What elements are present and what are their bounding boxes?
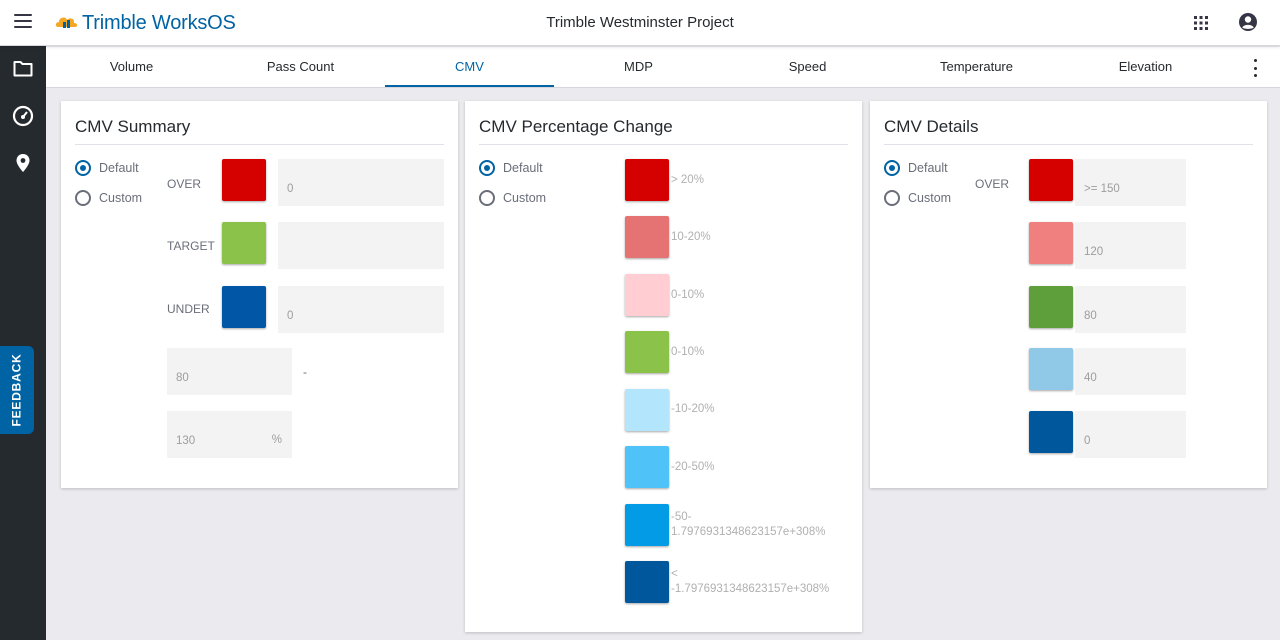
field-value: 0 [287,183,294,195]
detail-value-field[interactable]: 40 [1075,348,1186,395]
panel-title: CMV Details [884,117,979,136]
radio-label: Default [99,161,139,175]
divider [884,144,1253,145]
pct-range-label: -20-50% [671,461,715,473]
under-value-field[interactable]: 0 [278,286,444,333]
pct-color-swatch[interactable] [625,331,669,373]
pct-color-swatch[interactable] [625,274,669,316]
feedback-label: FEEDBACK [10,353,25,427]
radio-label: Custom [908,191,952,205]
radio-circle [75,160,91,176]
pct-color-swatch[interactable] [625,446,669,488]
summary-default-radio[interactable]: Default [75,159,139,177]
pct-color-swatch[interactable] [625,389,669,431]
summary-custom-radio[interactable]: Custom [75,189,142,207]
pct-range-label: -50- 1.7976931348623157e+308% [671,511,826,538]
tab-volume[interactable]: Volume [109,59,154,74]
more-options-icon[interactable] [1245,59,1265,77]
divider [75,144,444,145]
user-account-icon[interactable] [1238,12,1258,32]
radio-label: Default [503,161,543,175]
detail-color-swatch[interactable] [1029,286,1073,328]
feedback-button[interactable]: FEEDBACK [0,346,34,434]
over-value-field[interactable]: 0 [278,159,444,206]
field-value: 120 [1084,246,1104,258]
tab-elevation[interactable]: Elevation [1118,59,1173,74]
over-color-swatch[interactable] [222,159,266,201]
left-rail [0,46,46,640]
detail-color-swatch[interactable] [1029,222,1073,264]
detail-color-swatch[interactable] [1029,348,1073,390]
cmv-details-panel: CMV Details Default Custom OVER >= 150 1… [870,101,1267,488]
radio-circle [884,190,900,206]
detail-value-field[interactable]: 120 [1075,222,1186,269]
under-label: UNDER [167,302,210,316]
cmv-summary-panel: CMV Summary Default Custom OVER 0 TARGET… [61,101,458,488]
panel-title: CMV Summary [75,117,191,136]
tab-temperature[interactable]: Temperature [940,59,1013,74]
divider [479,144,848,145]
location-pin-icon[interactable] [11,151,35,175]
detail-value-field[interactable]: 80 [1075,286,1186,333]
target-label: TARGET [167,239,215,253]
pct-range-label: 0-10% [671,289,705,301]
detail-color-swatch[interactable] [1029,159,1073,201]
detail-value-field[interactable]: >= 150 [1075,159,1186,206]
pct-color-swatch[interactable] [625,216,669,258]
apps-grid-icon[interactable] [1193,15,1209,31]
detail-value-field[interactable]: 0 [1075,411,1186,458]
tab-bar: Volume Pass Count CMV MDP Speed Temperat… [46,47,1280,88]
tab-cmv[interactable]: CMV [385,47,554,87]
target-min-field[interactable]: 80 [167,348,292,395]
cmv-percentage-change-panel: CMV Percentage Change Default Custom > 2… [465,101,862,632]
percentage-custom-radio[interactable]: Custom [479,189,546,207]
radio-label: Custom [503,191,547,205]
radio-circle [75,190,91,206]
panel-title: CMV Percentage Change [479,117,673,136]
tab-mdp[interactable]: MDP [624,59,653,74]
trimble-logo-icon [55,17,78,28]
folder-icon[interactable] [11,56,35,80]
pct-color-swatch[interactable] [625,159,669,201]
details-custom-radio[interactable]: Custom [884,189,951,207]
field-value: >= 150 [1084,183,1120,195]
radio-label: Default [908,161,948,175]
over-label: OVER [975,177,1010,191]
range-separator: - [303,365,307,379]
pct-range-label: 0-10% [671,346,705,358]
field-value: 0 [1084,435,1091,447]
target-max-field[interactable]: 130 % [167,411,292,458]
percentage-default-radio[interactable]: Default [479,159,543,177]
over-label: OVER [167,177,202,191]
field-value: 0 [287,310,294,322]
field-value: 80 [176,372,189,384]
pct-range-label: > 20% [671,174,704,186]
under-color-swatch[interactable] [222,286,266,328]
radio-circle [884,160,900,176]
detail-color-swatch[interactable] [1029,411,1073,453]
target-value-field[interactable] [278,222,444,269]
target-color-swatch[interactable] [222,222,266,264]
pct-color-swatch[interactable] [625,504,669,546]
menu-icon[interactable] [14,14,32,32]
field-value: 40 [1084,372,1097,384]
top-bar: Trimble WorksOS Trimble Westminster Proj… [0,0,1280,46]
percent-unit: % [271,434,282,446]
pct-range-label: 10-20% [671,231,711,243]
details-default-radio[interactable]: Default [884,159,948,177]
pct-color-swatch[interactable] [625,561,669,603]
brand-logo[interactable]: Trimble WorksOS [54,10,236,36]
pct-range-label: < -1.7976931348623157e+308% [671,568,830,595]
pct-range-label: -10-20% [671,403,715,415]
brand-name: Trimble WorksOS [82,11,236,34]
radio-label: Custom [99,191,143,205]
tab-speed[interactable]: Speed [788,59,827,74]
dashboard-gauge-icon[interactable] [11,104,35,128]
field-value: 130 [176,435,196,447]
tab-pass-count[interactable]: Pass Count [266,59,335,74]
field-value: 80 [1084,310,1097,322]
radio-circle [479,190,495,206]
radio-circle [479,160,495,176]
